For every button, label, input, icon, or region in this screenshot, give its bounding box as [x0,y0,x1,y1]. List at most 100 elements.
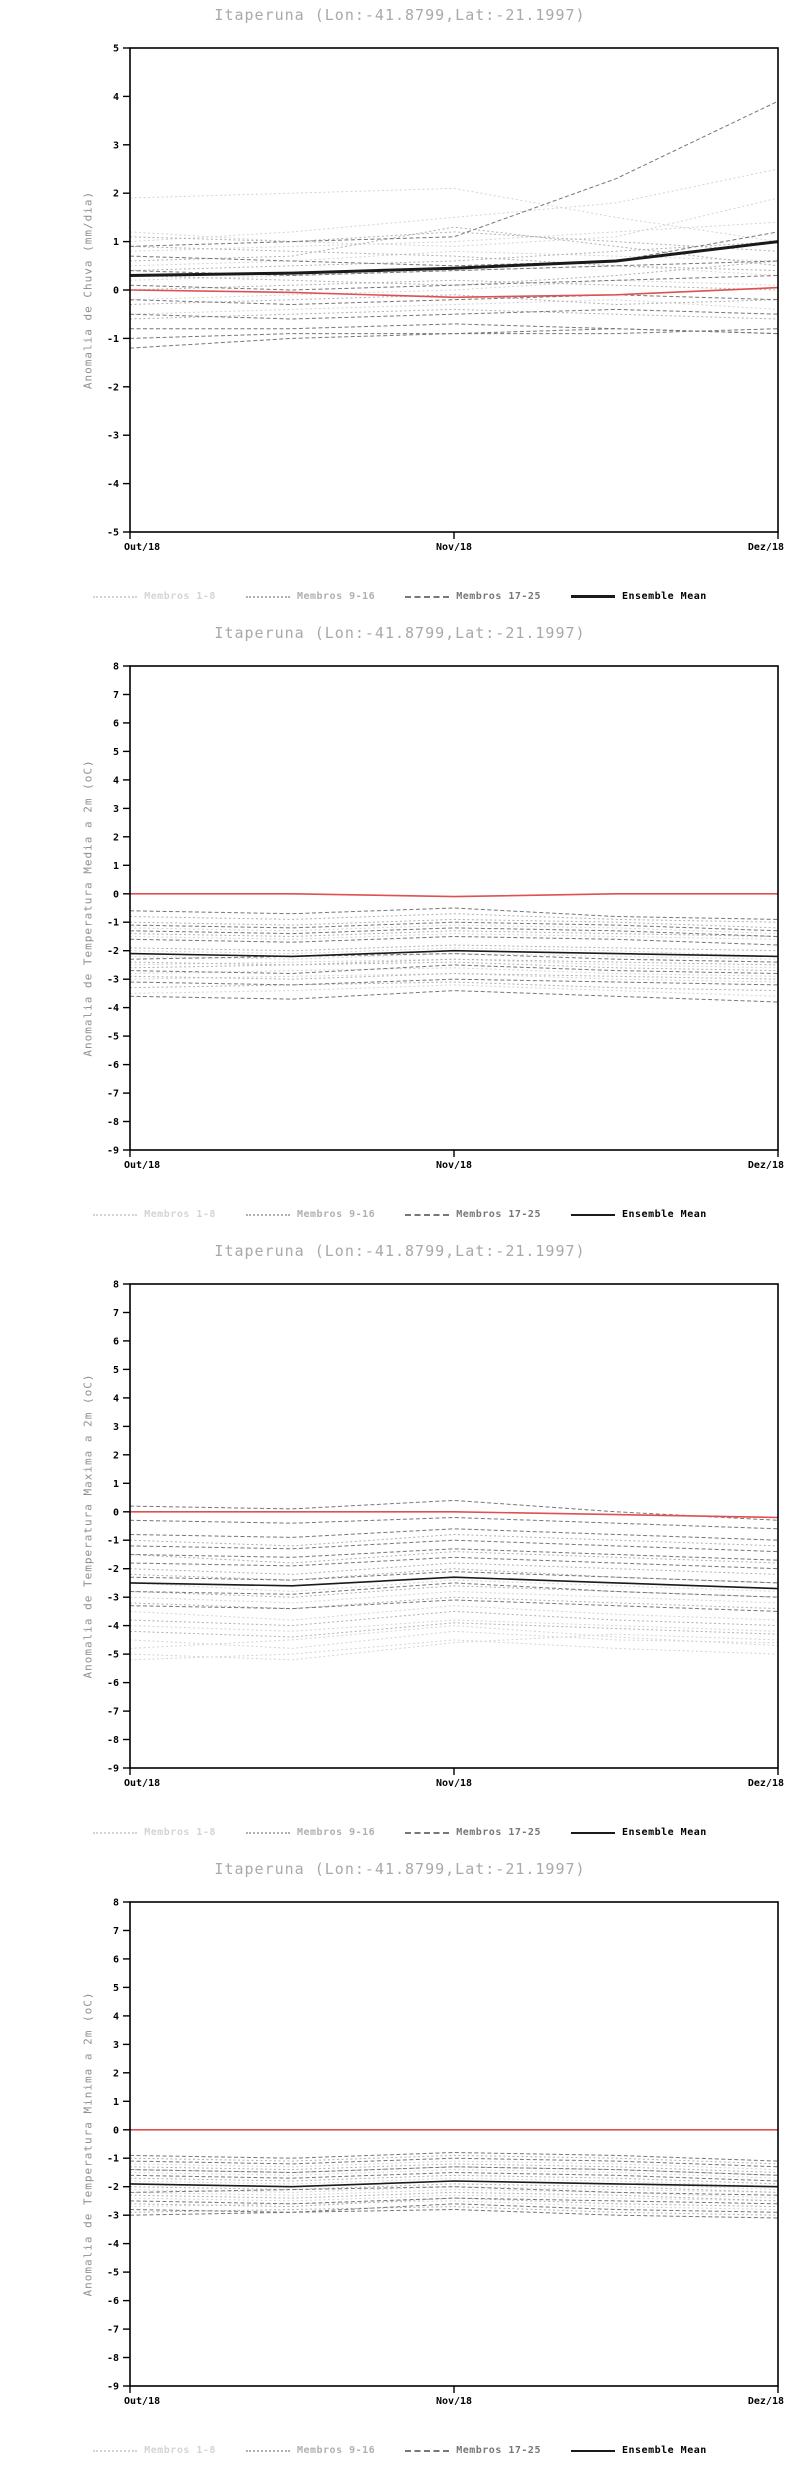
ensemble-member-line [129,930,779,938]
legend-item-members-17-25: Membros 17-25 [405,591,541,602]
y-tick-label: 0 [113,2125,119,2136]
y-tick-label: 5 [113,44,119,55]
ensemble-member-line [129,1590,779,1604]
line-sample-members-1-8 [93,1213,138,1216]
line-sample-members-17-25 [405,1213,450,1216]
legend-label: Ensemble Mean [621,591,707,602]
y-tick-label: 4 [113,92,119,103]
ensemble-member-line [129,2169,779,2179]
plot-area: 5 4 3 2 1 0 -1 -2 -3 -4 -5 Out/18 Nov/18 Dez/18 [107,44,784,554]
y-tick-label: 8 [113,1280,119,1291]
y-tick-label: 2 [113,189,119,200]
y-tick-label: 7 [113,690,119,701]
y-tick-label: -1 [107,2154,119,2165]
legend-item-members-1-8: Membros 1-8 [93,1209,216,1220]
ensemble-mean-line [129,2180,779,2188]
y-tick-label: 2 [113,1450,119,1461]
x-tick-label: Nov/18 [436,1160,472,1171]
legend-label: Membros 1-8 [144,1827,216,1838]
plot-frame [129,1283,779,1769]
y-tick-label: 8 [113,1898,119,1909]
ensemble-member-line [129,953,779,963]
y-tick-label: -4 [107,2239,119,2250]
line-sample-members-1-8 [93,595,138,598]
legend: Membros 1-8 Membros 9-16 Membros 17-25 E… [0,1209,800,1220]
y-tick-label: -2 [107,1564,119,1575]
legend-item-ensemble-mean: Ensemble Mean [570,591,707,602]
ensemble-member-line [129,1599,779,1612]
ensemble-member-line [129,984,779,997]
ensemble-member-line [129,2163,779,2173]
ensemble-member-line [129,967,779,977]
chart-title: Itaperuna (Lon:-41.8799,Lat:-21.1997) [214,1242,586,1260]
ensemble-member-line [129,1579,779,1593]
ensemble-member-line [129,961,779,972]
ensemble-member-line [129,231,779,267]
ensemble-member-line [129,972,779,980]
ensemble-member-line [129,328,779,349]
line-sample-members-17-25 [405,2449,450,2452]
ensemble-member-line [129,1610,779,1627]
ensemble-member-line [129,2166,779,2176]
y-tick-label: -4 [107,1003,119,1014]
legend-label: Membros 17-25 [456,2445,541,2456]
legend-label: Membros 17-25 [456,591,541,602]
ensemble-member-line [129,944,779,952]
ensemble-member-line [129,2197,779,2205]
legend: Membros 1-8 Membros 9-16 Membros 17-25 E… [0,2445,800,2456]
plot-frame [129,665,779,1151]
y-tick-label: -9 [107,1764,119,1775]
legend-label: Membros 9-16 [296,1827,376,1838]
ensemble-member-line [129,1562,779,1575]
ensemble-member-line [129,953,779,960]
ensemble-member-line [129,250,779,267]
legend-label: Ensemble Mean [621,1209,707,1220]
ensemble-member-line [129,921,779,932]
ensemble-member-line [129,927,779,937]
ensemble-member-line [129,2171,779,2182]
ensemble-member-line [129,100,779,247]
ensemble-member-line [129,924,779,935]
y-tick-label: 0 [113,286,119,297]
legend-item-members-9-16: Membros 9-16 [245,2445,375,2456]
chart-title: Itaperuna (Lon:-41.8799,Lat:-21.1997) [214,6,586,24]
x-tick-label: Dez/18 [748,2396,784,2407]
legend-label: Membros 17-25 [456,1209,541,1220]
y-tick-label: -1 [107,1536,119,1547]
ensemble-member-line [129,990,779,1003]
ensemble-member-line [129,308,779,320]
ensemble-mean-line [129,949,779,958]
legend-item-members-9-16: Membros 9-16 [245,1209,375,1220]
legend-label: Membros 17-25 [456,1827,541,1838]
y-tick-label: 2 [113,832,119,843]
y-tick-label: -3 [107,2211,119,2222]
ensemble-member-line [129,2183,779,2193]
ensemble-member-line [129,2174,779,2185]
y-tick-label: -8 [107,2353,119,2364]
legend-item-members-9-16: Membros 9-16 [245,591,375,602]
y-tick-label: 3 [113,804,119,815]
y-tick-label: -8 [107,1117,119,1128]
ensemble-member-line [129,2189,779,2199]
ensemble-member-line [129,294,779,306]
ensemble-member-line [129,260,779,286]
ensemble-member-line [129,2206,779,2216]
ensemble-member-line [129,1556,779,1570]
ensemble-member-line [129,328,779,339]
ensemble-member-line [129,2151,779,2162]
chart-section-max-temp-anomaly: Itaperuna (Lon:-41.8799,Lat:-21.1997) An… [0,1236,800,1854]
line-sample-ensemble-mean [570,1831,615,1834]
ensemble-member-line [129,275,779,291]
y-tick-label: 0 [113,889,119,900]
ensemble-member-line [129,2177,779,2188]
ensemble-member-line [129,2166,779,2176]
y-tick-label: 6 [113,1336,119,1347]
line-sample-members-1-8 [93,1831,138,1834]
y-tick-label: -3 [107,975,119,986]
y-tick-label: -9 [107,2382,119,2393]
ensemble-member-line [129,299,779,315]
ensemble-member-line [129,978,779,986]
y-tick-label: 4 [113,2011,119,2022]
ensemble-member-line [129,2203,779,2213]
